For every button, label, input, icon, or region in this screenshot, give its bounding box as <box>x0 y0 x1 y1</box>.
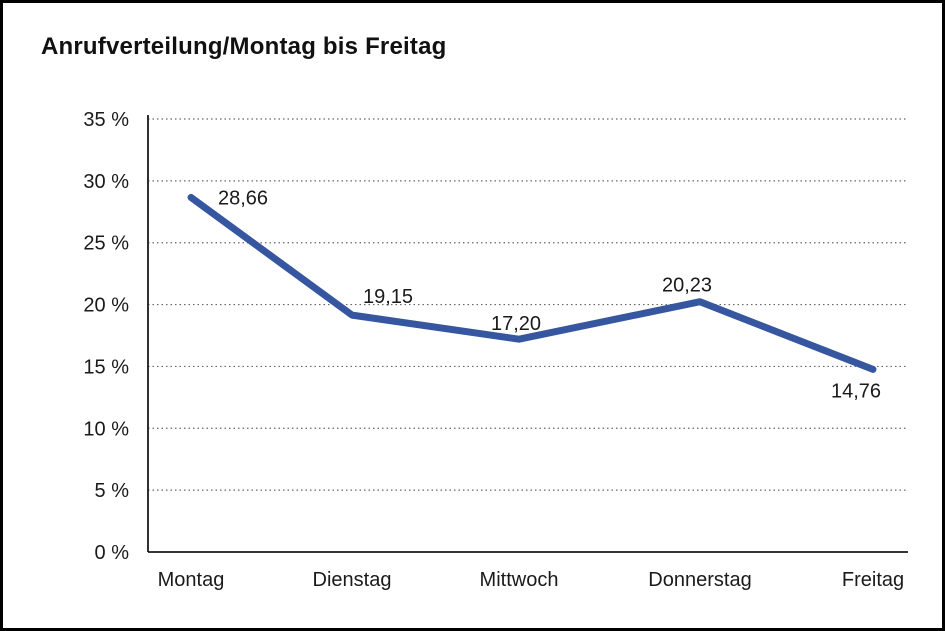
line-chart: 0 % 5 % 10 % 15 % 20 % 25 % 30 % 35 % Montag Die… <box>83 109 908 591</box>
data-point-label: 14,76 <box>831 380 881 402</box>
x-category-label: Freitag <box>842 569 904 591</box>
y-tick-label: 10 % <box>83 418 129 440</box>
data-point-label: 19,15 <box>363 286 413 308</box>
y-tick-label: 35 % <box>83 109 129 131</box>
data-point-label: 17,20 <box>491 313 541 335</box>
y-axis-labels: 0 % 5 % 10 % 15 % 20 % 25 % 30 % 35 % <box>83 109 129 564</box>
x-axis-labels: Montag Dienstag Mittwoch Donnerstag Freitag <box>158 569 904 591</box>
y-tick-label: 20 % <box>83 295 129 317</box>
data-point-label: 20,23 <box>662 275 712 297</box>
data-series-line <box>187 193 877 373</box>
x-category-label: Dienstag <box>313 569 392 591</box>
y-tick-label: 15 % <box>83 356 129 378</box>
y-tick-label: 25 % <box>83 233 129 255</box>
data-point-label: 28,66 <box>218 187 268 209</box>
x-category-label: Donnerstag <box>648 569 751 591</box>
x-category-label: Mittwoch <box>480 569 559 591</box>
y-tick-label: 0 % <box>95 542 130 564</box>
y-tick-label: 5 % <box>95 480 130 502</box>
data-point-labels: 28,66 19,15 17,20 20,23 14,76 <box>218 187 881 402</box>
series-polyline <box>187 193 877 373</box>
y-tick-label: 30 % <box>83 171 129 193</box>
chart-title: Anrufverteilung/Montag bis Freitag <box>41 33 447 60</box>
axes <box>147 115 908 553</box>
x-category-label: Montag <box>158 569 225 591</box>
gridlines <box>148 118 908 491</box>
